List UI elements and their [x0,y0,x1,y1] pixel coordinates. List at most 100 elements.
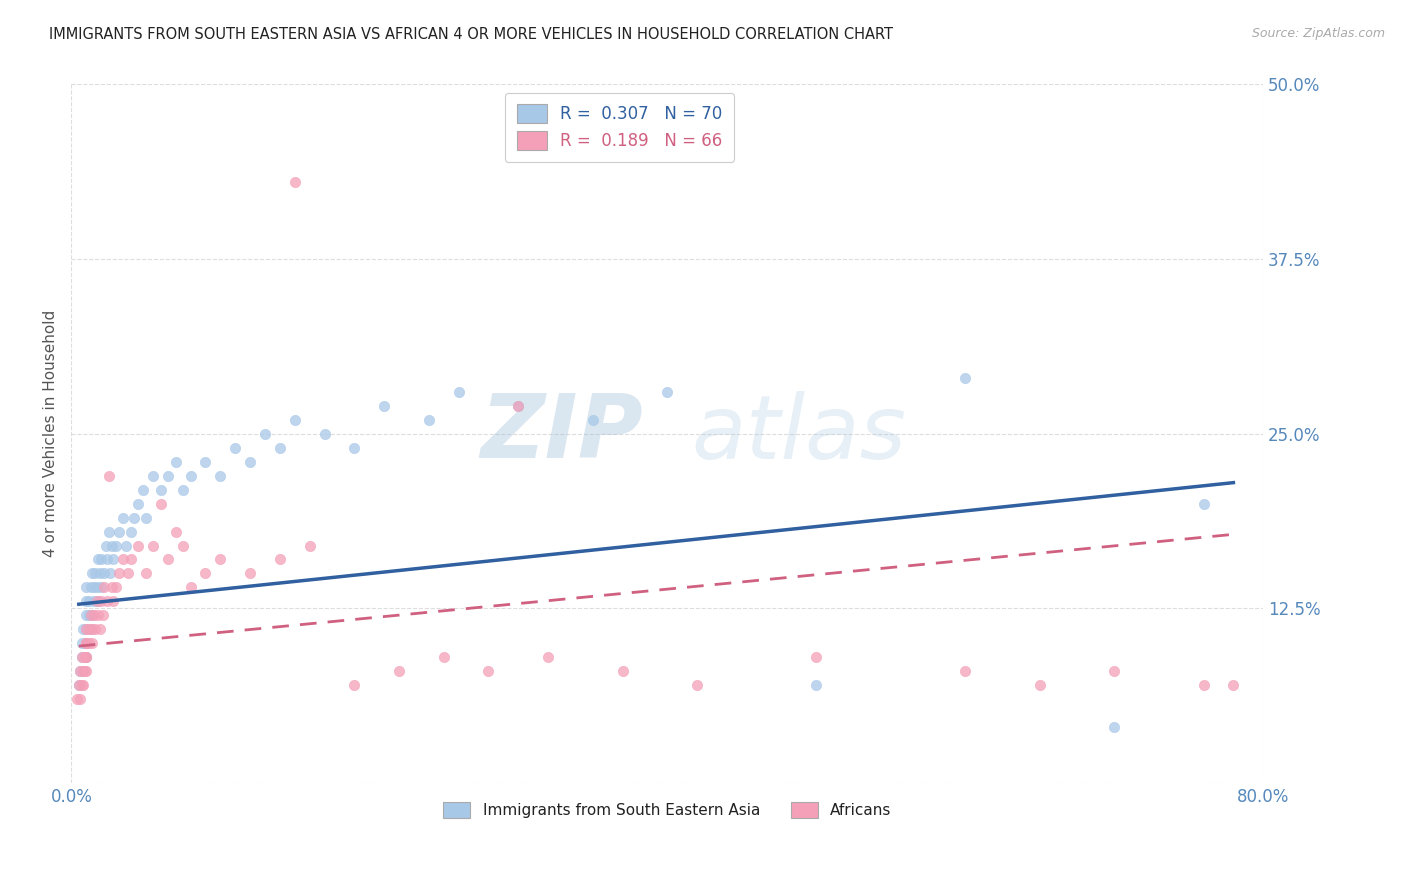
Point [955,665,977,679]
Text: atlas: atlas [692,391,905,476]
Point [94,539,117,553]
Point [96,594,118,608]
Point [179,581,201,595]
Point [686,678,709,692]
Point [84,623,107,637]
Point [75,623,97,637]
Point [1192,678,1215,692]
Point [105,581,128,595]
Point [75,650,97,665]
Point [157,468,180,483]
Point [82,608,104,623]
Point [70,650,93,665]
Point [477,665,499,679]
Point [73,650,96,665]
Point [388,665,411,679]
Point [132,483,155,497]
Point [108,524,131,539]
Point [508,399,530,413]
Point [149,497,172,511]
Point [657,384,679,399]
Point [96,552,118,566]
Point [66,692,89,706]
Point [239,455,262,469]
Point [87,608,110,623]
Point [1102,720,1125,734]
Point [373,399,395,413]
Point [82,636,104,650]
Point [343,678,366,692]
Point [79,623,101,637]
Point [75,650,97,665]
Point [142,539,165,553]
Point [100,581,122,595]
Point [77,636,100,650]
Point [108,566,131,581]
Point [79,608,101,623]
Point [142,468,165,483]
Point [75,581,97,595]
Point [112,510,135,524]
Point [69,692,91,706]
Point [194,566,217,581]
Point [89,623,111,637]
Point [122,510,145,524]
Point [224,441,246,455]
Point [165,455,187,469]
Point [120,552,142,566]
Point [70,636,93,650]
Point [75,636,97,650]
Point [284,175,307,189]
Point [86,594,108,608]
Point [165,524,187,539]
Point [508,399,530,413]
Point [1102,665,1125,679]
Y-axis label: 4 or more Vehicles in Household: 4 or more Vehicles in Household [44,310,58,558]
Point [75,623,97,637]
Point [447,384,470,399]
Point [314,426,336,441]
Point [87,552,110,566]
Point [97,524,120,539]
Point [75,650,97,665]
Point [209,552,232,566]
Point [75,594,97,608]
Point [537,650,560,665]
Point [105,539,128,553]
Point [298,539,321,553]
Point [806,650,828,665]
Point [73,650,96,665]
Point [72,665,94,679]
Point [90,552,112,566]
Point [127,539,149,553]
Point [72,665,94,679]
Point [418,413,440,427]
Point [83,581,105,595]
Point [73,665,96,679]
Point [115,539,138,553]
Point [93,581,115,595]
Point [117,566,139,581]
Point [79,581,101,595]
Point [1222,678,1244,692]
Point [77,594,100,608]
Point [77,623,100,637]
Point [72,678,94,692]
Point [806,678,828,692]
Point [87,594,110,608]
Point [70,678,93,692]
Point [84,566,107,581]
Point [98,566,121,581]
Point [93,566,115,581]
Point [75,665,97,679]
Point [97,468,120,483]
Point [269,441,291,455]
Point [83,594,105,608]
Text: ZIP: ZIP [481,390,644,477]
Point [1192,497,1215,511]
Point [100,539,122,553]
Point [112,552,135,566]
Text: IMMIGRANTS FROM SOUTH EASTERN ASIA VS AFRICAN 4 OR MORE VEHICLES IN HOUSEHOLD CO: IMMIGRANTS FROM SOUTH EASTERN ASIA VS AF… [49,27,893,42]
Point [70,650,93,665]
Point [90,581,112,595]
